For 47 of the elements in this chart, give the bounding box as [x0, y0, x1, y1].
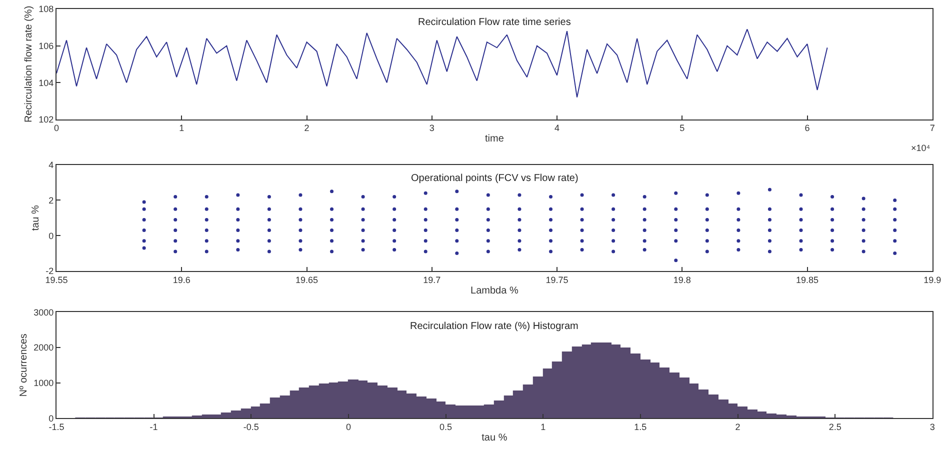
- y-axis-title: Recirculation flow rate (%): [24, 6, 35, 123]
- x-tick-label: 3: [930, 422, 935, 432]
- x-tick-label: 1.5: [634, 422, 647, 432]
- x-axis-title: tau %: [482, 432, 508, 444]
- x-tick-label: 2: [735, 422, 740, 432]
- y-tick-label: 104: [38, 78, 54, 88]
- x-tick-label: -0.5: [243, 422, 259, 432]
- x-tick-label: 0: [346, 422, 351, 432]
- y-axis-title: Nº ocurrences: [18, 334, 30, 397]
- x-axis-title: time: [484, 134, 504, 145]
- x-tick-label: 7: [930, 123, 935, 134]
- y-tick-label: 0: [48, 230, 54, 241]
- x-tick-label: 19.75: [546, 274, 568, 285]
- y-tick-label: 4: [48, 160, 54, 170]
- x-tick-label: -1: [150, 422, 158, 432]
- x-tick-label: 19.7: [423, 274, 441, 285]
- x-tick-label: 19.6: [172, 274, 190, 285]
- text: Recirculation Flow rate time series: [418, 17, 571, 28]
- x-tick-label: 19.55: [45, 274, 68, 285]
- text: Recirculation Flow rate (%) Histogram: [410, 321, 578, 332]
- x-tick-label: 19.65: [295, 274, 318, 285]
- y-tick-label: 102: [38, 114, 54, 125]
- x-tick-label: 5: [680, 123, 685, 134]
- x-tick-label: 4: [554, 123, 560, 134]
- y-tick-label: 2: [48, 195, 54, 206]
- x-tick-label: 1: [179, 123, 184, 134]
- y-tick-label: 2000: [34, 342, 54, 353]
- y-tick-label: 108: [38, 4, 54, 14]
- x-tick-label: 0.5: [440, 422, 452, 432]
- x-tick-label: 19.9: [924, 274, 942, 285]
- x-tick-label: 2: [304, 123, 310, 134]
- y-axis-title: tau %: [30, 205, 42, 231]
- y-tick-label: 1000: [34, 378, 54, 388]
- text: Operational points (FCV vs Flow rate): [411, 173, 578, 184]
- x-tick-label: 19.85: [796, 274, 819, 285]
- x-tick-label: 1: [540, 422, 546, 432]
- y-tick-label: 106: [38, 40, 54, 51]
- y-tick-label: -2: [46, 266, 54, 276]
- y-tick-label: 0: [48, 413, 54, 424]
- x-tick-label: -1.5: [48, 422, 64, 432]
- text: ×10⁴: [911, 143, 930, 153]
- x-tick-label: 19.8: [673, 274, 691, 285]
- x-tick-label: 6: [804, 123, 810, 134]
- x-tick-label: 3: [429, 123, 434, 134]
- x-axis-title: Lambda %: [470, 285, 518, 296]
- y-tick-label: 3000: [34, 307, 54, 318]
- x-tick-label: 2.5: [828, 422, 842, 432]
